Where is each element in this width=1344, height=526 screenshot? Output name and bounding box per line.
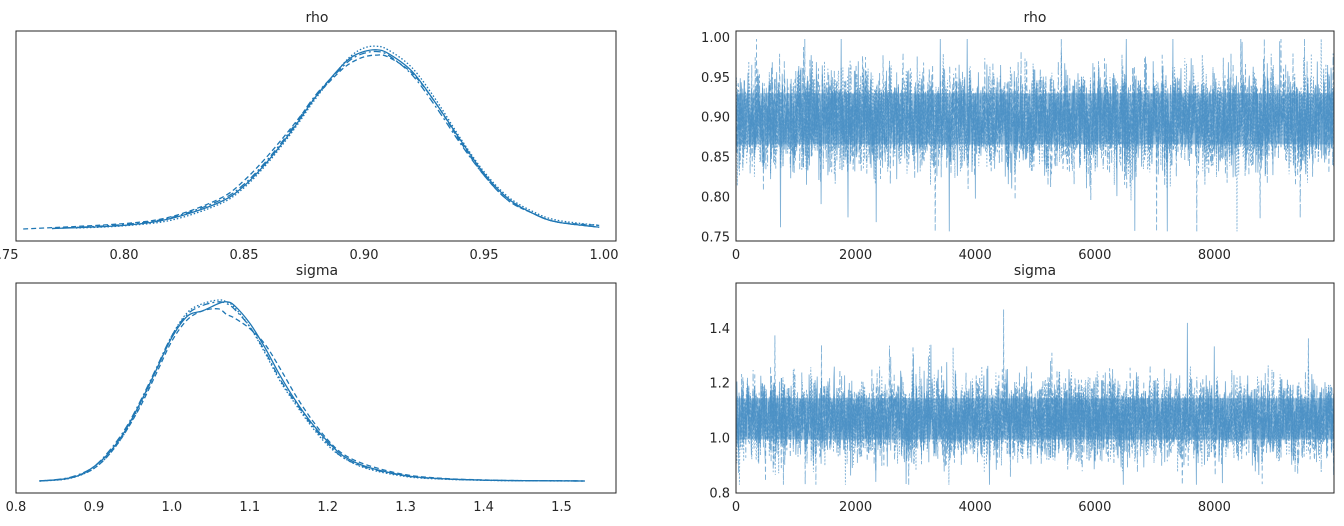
sigma-density-xtick-label: 0.9 <box>84 500 105 515</box>
sigma-density-panel: sigma 0.8 0.9 1.0 1.1 1.2 1.3 1.4 1.5 <box>6 263 617 515</box>
sigma-kde-solid <box>39 301 585 482</box>
sigma-trace-title: sigma <box>1014 263 1056 279</box>
rho-trace-ytick-label: 0.85 <box>701 151 730 166</box>
sigma-density-xtick-label: 1.0 <box>162 500 183 515</box>
sigma-density-xtick-label: 1.5 <box>551 500 572 515</box>
sigma-density-xtick-label: 0.8 <box>6 500 27 515</box>
rho-density-xtick-label: 0.90 <box>350 248 379 263</box>
sigma-kde-dashed <box>39 308 585 482</box>
sigma-trace-xtick-label: 8000 <box>1198 500 1231 515</box>
rho-density-xtick-label: 0.80 <box>110 248 139 263</box>
sigma-trace-ytick-label: 1.0 <box>709 432 730 447</box>
rho-kde-dashdot <box>51 50 600 230</box>
sigma-trace-core <box>736 398 1334 440</box>
sigma-trace-ytick-label: 0.8 <box>709 487 730 502</box>
sigma-density-xtick-label: 1.4 <box>473 500 494 515</box>
sigma-trace-xtick-label: 6000 <box>1078 500 1111 515</box>
sigma-density-xtick-label: 1.3 <box>395 500 416 515</box>
rho-density-title: rho <box>306 10 329 26</box>
sigma-trace-frame <box>735 282 1335 494</box>
rho-trace-ytick-label: 1.00 <box>701 31 730 46</box>
rho-trace-xtick-label: 6000 <box>1078 248 1111 263</box>
rho-kde-dashed <box>23 54 600 230</box>
rho-trace-panel: rho 0 2000 4000 6000 8000 0.75 0.80 0.85 0.90 0.… <box>701 10 1335 263</box>
rho-density-xtick-label: 0.75 <box>0 248 18 263</box>
sigma-density-title: sigma <box>296 263 338 279</box>
rho-density-frame <box>15 30 617 242</box>
sigma-trace-xtick-label: 4000 <box>959 500 992 515</box>
sigma-trace-ytick-label: 1.4 <box>709 322 730 337</box>
rho-kde-solid <box>51 49 600 230</box>
sigma-trace-ytick-label: 1.2 <box>709 377 730 392</box>
rho-density-panel: rho 0.75 0.80 0.85 0.90 0.95 1.00 <box>0 10 618 263</box>
rho-kde-dotted <box>75 45 600 229</box>
rho-trace-ytick-label: 0.90 <box>701 111 730 126</box>
rho-trace-xtick-label: 0 <box>732 248 740 263</box>
rho-trace-xtick-label: 2000 <box>839 248 872 263</box>
rho-trace-title: rho <box>1024 10 1047 26</box>
sigma-trace-xtick-label: 0 <box>732 500 740 515</box>
rho-trace-frame <box>735 30 1335 242</box>
rho-trace-ytick-label: 0.75 <box>701 231 730 246</box>
rho-trace-ytick-label: 0.95 <box>701 71 730 86</box>
rho-trace-xtick-label: 8000 <box>1198 248 1231 263</box>
rho-trace-xtick-label: 4000 <box>959 248 992 263</box>
sigma-kde-dotted <box>39 299 585 482</box>
sigma-density-frame <box>15 282 617 494</box>
sigma-trace-xtick-label: 2000 <box>839 500 872 515</box>
rho-trace-core <box>736 93 1334 145</box>
rho-density-xtick-label: 0.95 <box>470 248 499 263</box>
sigma-density-xtick-label: 1.1 <box>239 500 260 515</box>
rho-density-xtick-label: 1.00 <box>590 248 619 263</box>
sigma-trace-panel: sigma 0 2000 4000 6000 8000 0.8 1.0 1.2 1.4 <box>709 263 1335 515</box>
rho-density-xtick-label: 0.85 <box>230 248 259 263</box>
sigma-kde-dashdot <box>39 301 585 482</box>
rho-trace-ytick-label: 0.80 <box>701 191 730 206</box>
sigma-density-xtick-label: 1.2 <box>317 500 338 515</box>
